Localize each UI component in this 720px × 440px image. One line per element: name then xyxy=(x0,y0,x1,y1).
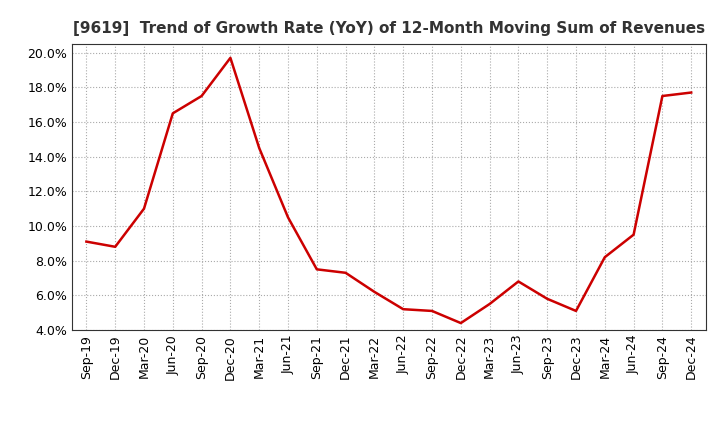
Title: [9619]  Trend of Growth Rate (YoY) of 12-Month Moving Sum of Revenues: [9619] Trend of Growth Rate (YoY) of 12-… xyxy=(73,21,705,36)
